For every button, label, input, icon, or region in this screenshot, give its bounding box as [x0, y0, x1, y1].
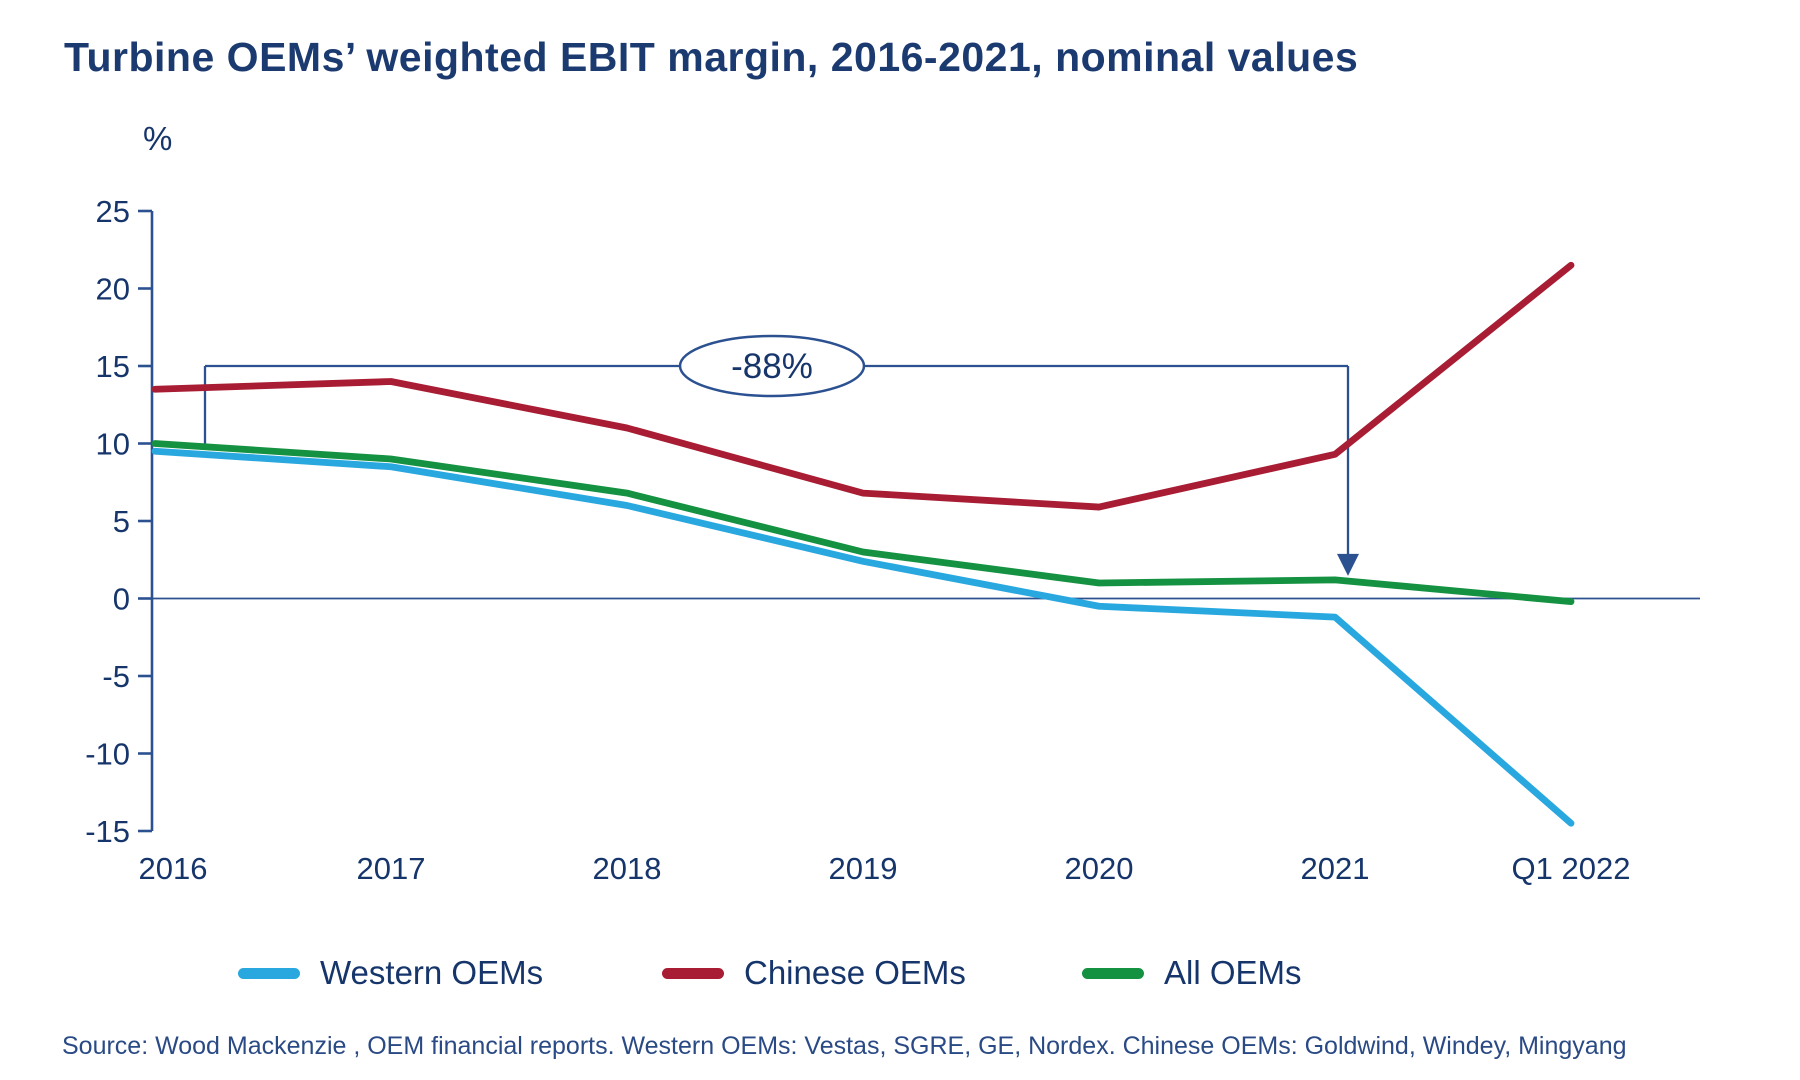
legend-label: Chinese OEMs	[744, 954, 966, 991]
legend-label: Western OEMs	[320, 954, 544, 991]
x-tick-label: 2020	[1065, 851, 1134, 886]
y-tick-label: 5	[113, 504, 130, 539]
y-tick-label: -15	[85, 814, 130, 849]
y-tick-label: 20	[96, 272, 130, 307]
legend-swatch	[238, 967, 300, 979]
y-tick-label: 15	[96, 349, 130, 384]
y-tick-label: 25	[96, 194, 130, 229]
y-tick-label: 10	[96, 427, 130, 462]
chart-title: Turbine OEMs’ weighted EBIT margin, 2016…	[64, 34, 1359, 80]
y-tick-label: 0	[113, 582, 130, 617]
y-tick-label: -5	[102, 659, 130, 694]
legend-item-chinese-oems: Chinese OEMs	[662, 948, 966, 998]
y-tick-label: -10	[85, 737, 130, 772]
legend-item-all-oems: All OEMs	[1082, 948, 1302, 998]
legend-label: All OEMs	[1164, 954, 1302, 991]
annotation-ellipse	[678, 334, 866, 398]
source-note: Source: Wood Mackenzie , OEM financial r…	[62, 1032, 1627, 1060]
x-tick-label: Q1 2022	[1512, 851, 1631, 886]
x-tick-label: 2019	[829, 851, 898, 886]
legend-item-western-oems: Western OEMs	[238, 948, 543, 998]
legend-swatch	[662, 967, 724, 979]
x-tick-label: 2017	[357, 851, 426, 886]
x-tick-label: 2018	[593, 851, 662, 886]
x-tick-label: 2016	[139, 851, 208, 886]
annotation-arrowhead	[1337, 553, 1359, 576]
annotation-label: -88%	[731, 347, 813, 386]
y-axis-unit-label: %	[143, 120, 172, 157]
chart-legend: Western OEMs Chinese OEMs All OEMs	[0, 948, 1800, 998]
series-line-western-oems	[151, 447, 1575, 827]
series-line-all-oems	[151, 440, 1575, 605]
legend-swatch	[1082, 967, 1144, 979]
x-tick-label: 2021	[1301, 851, 1370, 886]
series-line-chinese-oems	[151, 261, 1575, 511]
